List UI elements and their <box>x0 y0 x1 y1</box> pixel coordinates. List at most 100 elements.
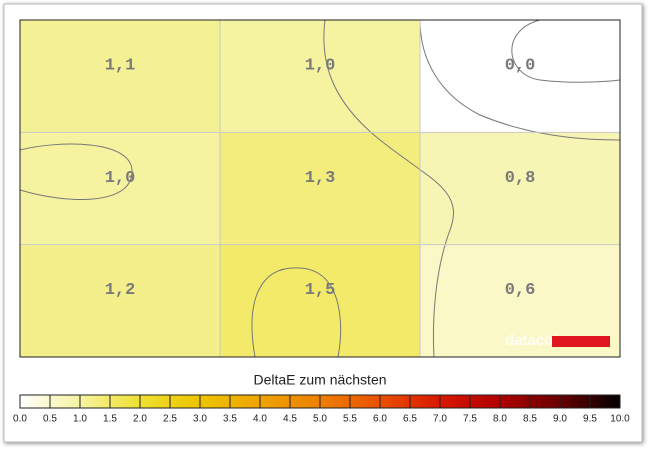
colorbar-segment <box>536 395 540 408</box>
colorbar-segment <box>143 395 147 408</box>
colorbar-segment <box>107 395 111 408</box>
colorbar-segment <box>176 395 180 408</box>
colorbar-segment <box>89 395 93 408</box>
colorbar: 0.0 0.5 1.0 1.5 2.0 2.5 3.0 3.5 4.0 4.5 5.0 5.5 6.0 6… <box>13 394 630 425</box>
colorbar-segment <box>533 395 537 408</box>
colorbar-segment <box>578 395 582 408</box>
heatmap-cell <box>20 20 220 133</box>
value-label: 0,8 <box>505 169 536 188</box>
colorbar-segment <box>290 395 294 408</box>
colorbar-segment <box>404 395 408 408</box>
colorbar-segment <box>506 395 510 408</box>
colorbar-segment <box>128 395 132 408</box>
colorbar-segment <box>182 395 186 408</box>
colorbar-segment <box>473 395 477 408</box>
colorbar-segment <box>320 395 324 408</box>
colorbar-segment <box>122 395 126 408</box>
colorbar-segment <box>101 395 105 408</box>
colorbar-segment <box>599 395 603 408</box>
colorbar-segment <box>134 395 138 408</box>
colorbar-segment <box>503 395 507 408</box>
colorbar-segment <box>332 395 336 408</box>
colorbar-segment <box>488 395 492 408</box>
colorbar-segment <box>203 395 207 408</box>
colorbar-segment <box>587 395 591 408</box>
colorbar-segment <box>440 395 444 408</box>
colorbar-segment <box>305 395 309 408</box>
colorbar-tick-label: 5.5 <box>343 414 357 425</box>
colorbar-segment <box>218 395 222 408</box>
colorbar-tick-label: 7.0 <box>433 414 447 425</box>
colorbar-segment <box>188 395 192 408</box>
colorbar-segment <box>611 395 615 408</box>
value-label: 1,0 <box>305 56 336 75</box>
colorbar-tick-label: 9.0 <box>553 414 567 425</box>
colorbar-segment <box>572 395 576 408</box>
colorbar-segment <box>467 395 471 408</box>
colorbar-segment <box>383 395 387 408</box>
colorbar-segment <box>29 395 33 408</box>
colorbar-segment <box>494 395 498 408</box>
colorbar-segment <box>605 395 609 408</box>
colorbar-segment <box>83 395 87 408</box>
colorbar-segment <box>500 395 504 408</box>
colorbar-segment <box>20 395 24 408</box>
colorbar-segment <box>137 395 141 408</box>
colorbar-segment <box>314 395 318 408</box>
colorbar-segment <box>581 395 585 408</box>
colorbar-segment <box>260 395 264 408</box>
colorbar-segment <box>617 395 621 408</box>
colorbar-segment <box>527 395 531 408</box>
heatmap <box>20 20 620 357</box>
colorbar-segment <box>179 395 183 408</box>
colorbar-segment <box>542 395 546 408</box>
colorbar-segment <box>206 395 210 408</box>
colorbar-segment <box>452 395 456 408</box>
colorbar-tick-label: 8.5 <box>523 414 537 425</box>
colorbar-segment <box>41 395 45 408</box>
colorbar-segment <box>347 395 351 408</box>
colorbar-tick-label: 2.5 <box>163 414 177 425</box>
colorbar-segment <box>608 395 612 408</box>
contour-line <box>251 267 342 358</box>
colorbar-segment <box>233 395 237 408</box>
colorbar-tick-label: 10.0 <box>610 414 630 425</box>
heatmap-cell <box>220 244 420 357</box>
colorbar-segment <box>254 395 258 408</box>
colorbar-segment <box>119 395 123 408</box>
colorbar-segment <box>62 395 66 408</box>
colorbar-segment <box>113 395 117 408</box>
colorbar-segment <box>590 395 594 408</box>
colorbar-tick-label: 6.0 <box>373 414 387 425</box>
colorbar-segment <box>479 395 483 408</box>
colorbar-segment <box>398 395 402 408</box>
colorbar-segment <box>104 395 108 408</box>
colorbar-segment <box>419 395 423 408</box>
colorbar-segment <box>437 395 441 408</box>
colorbar-segment <box>344 395 348 408</box>
colorbar-segment <box>596 395 600 408</box>
colorbar-segment <box>458 395 462 408</box>
colorbar-segment <box>236 395 240 408</box>
colorbar-segment <box>395 395 399 408</box>
colorbar-segment <box>239 395 243 408</box>
value-label: 1,5 <box>305 281 336 300</box>
colorbar-segment <box>563 395 567 408</box>
colorbar-segment <box>365 395 369 408</box>
colorbar-segment <box>194 395 198 408</box>
colorbar-segment <box>47 395 51 408</box>
colorbar-tick-label: 8.0 <box>493 414 507 425</box>
colorbar-segment <box>170 395 174 408</box>
colorbar-segment <box>470 395 474 408</box>
colorbar-segment <box>86 395 90 408</box>
colorbar-tick-label: 5.0 <box>313 414 327 425</box>
colorbar-segment <box>518 395 522 408</box>
colorbar-segment <box>431 395 435 408</box>
colorbar-segment <box>26 395 30 408</box>
colorbar-segment <box>434 395 438 408</box>
colorbar-segment <box>257 395 261 408</box>
colorbar-segment <box>422 395 426 408</box>
colorbar-segment <box>389 395 393 408</box>
